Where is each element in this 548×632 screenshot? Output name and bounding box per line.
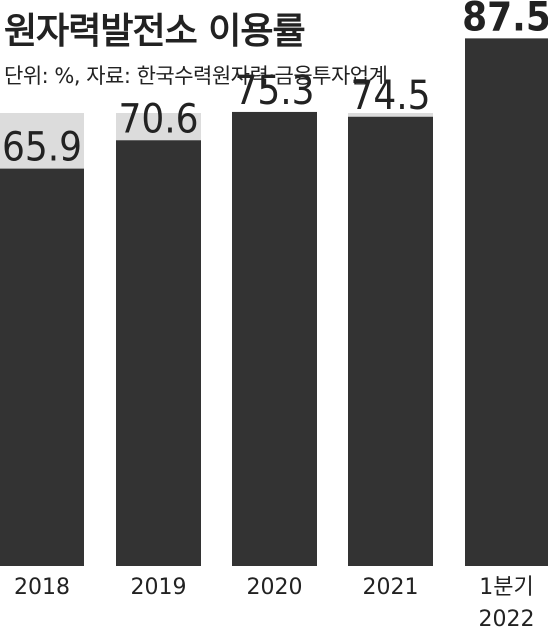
x-tick-label-1분기-2022-line1: 1분기 <box>479 575 533 600</box>
x-tick-label-2018: 2018 <box>14 575 70 600</box>
bar-2019 <box>116 140 201 567</box>
x-tick-label-2021: 2021 <box>363 575 419 600</box>
bar-1분기-2022 <box>465 38 548 566</box>
chart-subtitle: 단위: %, 자료: 한국수력원자력·금융투자업계 <box>4 64 388 88</box>
x-tick-label-2020: 2020 <box>247 575 303 600</box>
bar-2020 <box>232 111 317 566</box>
chart-title: 원자력발전소 이용률 <box>4 11 306 52</box>
x-tick-label-2019: 2019 <box>131 575 187 600</box>
data-label-1분기-2022: 87.5 <box>462 0 548 40</box>
data-label-2019: 70.6 <box>118 96 198 142</box>
bar-2018 <box>0 168 84 567</box>
data-label-2021: 74.5 <box>350 73 430 119</box>
data-label-2020: 75.3 <box>234 68 314 114</box>
data-label-2018: 65.9 <box>2 125 82 171</box>
x-tick-label-1분기-2022-line2: 2022 <box>479 607 535 632</box>
bar-2021 <box>348 116 433 566</box>
